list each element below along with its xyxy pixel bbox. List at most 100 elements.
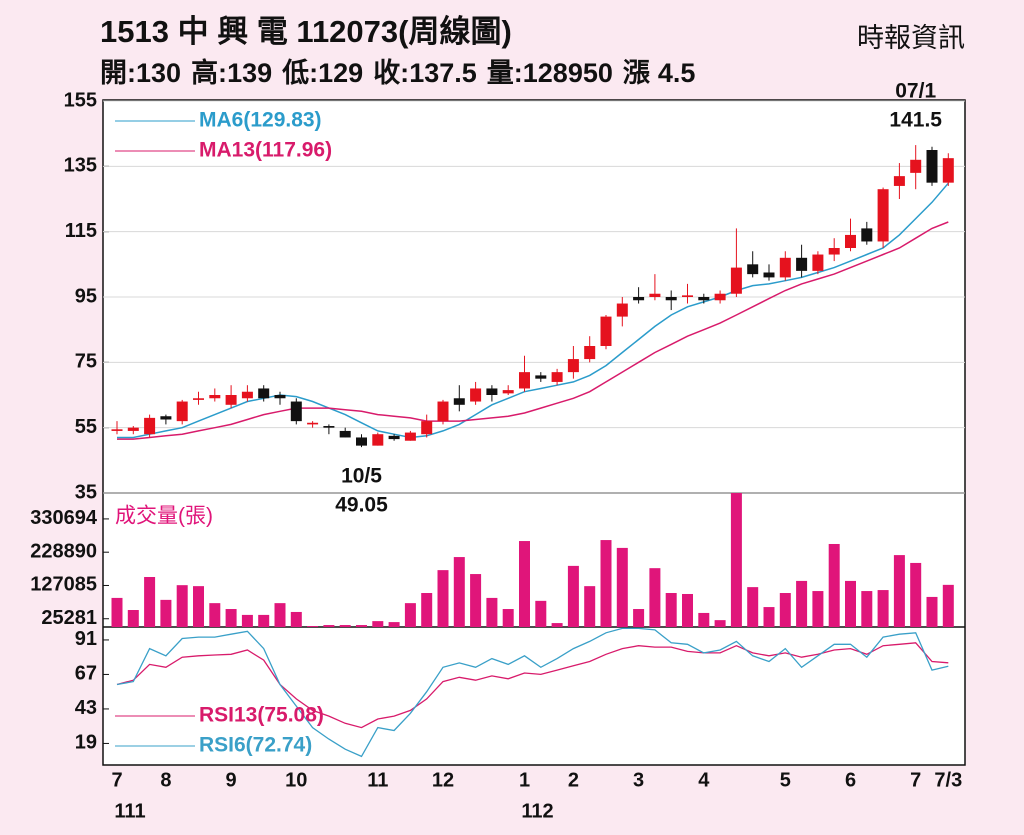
candle-body [600,316,612,346]
candle-body [127,427,139,431]
volume-bar [453,557,465,627]
annotation-date: 07/1 [895,80,936,103]
volume-bar [910,562,922,627]
candle-body [241,391,253,399]
volume-bar [747,587,759,627]
y-tick-label: 330694 [30,507,98,529]
candle-body [225,395,237,405]
x-tick-label: 11 [367,769,388,791]
y-tick-label: 19 [75,732,97,754]
candle-body [470,388,482,402]
x-tick-label: 4 [698,769,710,791]
stat-value: 130 [136,58,181,88]
x-tick-label: 6 [845,769,856,791]
candle-body [388,435,400,440]
candle-body [682,295,693,297]
volume-bar [356,625,367,627]
volume-bar [274,603,286,627]
candle-body [942,158,954,183]
volume-bar [339,625,351,627]
candle-body [828,248,840,255]
volume-bar [828,543,840,627]
volume-bar [127,610,139,627]
candle-body [486,388,498,395]
volume-bar [877,590,889,627]
candle-body [535,375,547,379]
y-tick-label: 75 [75,351,97,373]
x-tick-label: 7/3 [934,769,962,791]
volume-bar [649,568,661,627]
volume-bar [144,576,156,627]
annotation-value: 141.5 [889,109,942,132]
candle-body [421,421,433,435]
stat-label: 高: [191,57,227,88]
volume-bar [209,603,221,627]
legend-label: MA13(117.96) [199,139,332,162]
stat-value: 137.5 [409,58,477,88]
x-tick-label: 2 [568,769,579,791]
rsi-line [116,627,949,758]
volume-bar [421,593,433,627]
volume-bar [861,591,873,627]
candle-body [339,430,351,438]
panel-title: 成交量(張) [115,505,213,528]
stat-label: 漲 [623,58,651,88]
candle-body [372,434,384,446]
rsi-line [116,642,949,729]
x-tick-label: 3 [633,769,644,791]
stat-value: 129 [318,58,363,88]
candle-body [453,398,465,405]
volume-bar [796,580,808,627]
candle-body [893,176,905,186]
y-tick-label: 67 [75,663,97,685]
stat-value: 4.5 [658,58,696,88]
volume-bar [942,584,954,627]
volume-bar [682,593,693,627]
x-tick-label: 5 [780,769,791,791]
plot-area [102,99,966,766]
volume-bar [633,609,645,627]
candle-body [258,388,270,399]
y-tick-label: 91 [75,628,97,650]
x-tick-label: 10 [285,769,307,791]
candle-body [437,401,449,422]
volume-bar [714,620,726,627]
stats: 開:130 高:139 低:129 收:137.5 量:128950 漲 4.5 [100,57,695,88]
x-tick-label: 12 [432,769,454,791]
volume-bar [926,596,938,627]
y-tick-label: 43 [75,697,97,719]
y-tick-label: 127085 [30,574,97,596]
annotation-date: 10/5 [341,465,382,488]
y-tick-label: 35 [75,481,97,503]
candle-body [290,401,302,422]
candle-body [502,390,514,394]
candle-body [519,372,530,389]
stat-value: 139 [227,58,272,88]
candle-body [307,422,319,425]
candle-body [698,297,710,301]
ma-line [117,221,949,440]
y-tick-label: 115 [65,220,97,242]
year-label: 111 [114,800,145,822]
volume-bar [567,565,579,627]
candle-body [845,234,856,248]
volume-bar [258,614,270,627]
candle-body [665,297,677,301]
candle-body [176,401,188,422]
legend-label: RSI6(72.74) [199,734,312,757]
stat-value: 128950 [523,58,613,88]
volume-bar [323,625,335,627]
volume-bar [160,599,172,627]
candle-body [861,228,873,242]
x-tick-label: 7 [111,769,122,791]
volume-bar [763,607,775,627]
candle-body [551,372,563,382]
volume-bar [307,626,319,627]
legend-label: MA6(129.83) [199,109,322,132]
x-tick-label: 1 [519,769,530,791]
candle-body [633,297,645,301]
volume-bar [600,540,612,627]
volume-bar [519,541,530,627]
candle-body [567,359,579,373]
